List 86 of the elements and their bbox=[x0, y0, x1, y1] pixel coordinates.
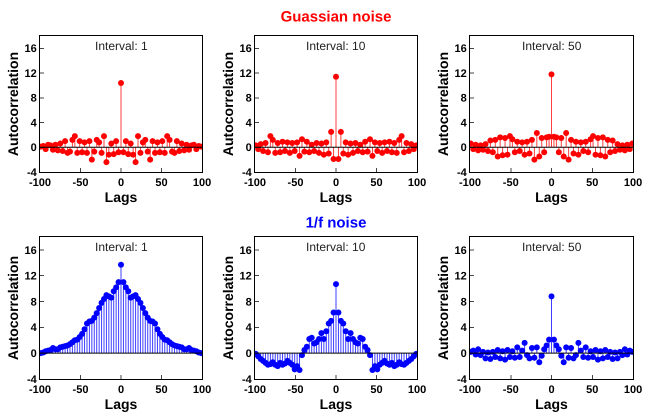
annotation: Interval: 1 bbox=[95, 240, 148, 254]
y-tick-label: 0 bbox=[30, 142, 37, 154]
y-tick-label: 12 bbox=[240, 270, 252, 283]
y-tick-label: -4 bbox=[242, 166, 253, 179]
x-tick-label: 100 bbox=[624, 177, 642, 190]
y-tick-label: 16 bbox=[454, 244, 467, 257]
y-tick-label: 8 bbox=[30, 296, 37, 308]
x-axis-title: Lags bbox=[535, 189, 568, 206]
x-tick-label: -100 bbox=[28, 384, 52, 396]
y-tick-label: -4 bbox=[457, 374, 468, 386]
chart-title: Guassian noise bbox=[280, 8, 392, 26]
y-tick-label: 8 bbox=[246, 92, 252, 105]
x-tick-label: 0 bbox=[118, 384, 124, 396]
x-tick-label: 0 bbox=[548, 177, 555, 190]
y-tick-label: 12 bbox=[24, 68, 37, 80]
y-tick-label: 12 bbox=[240, 68, 252, 80]
x-tick-label: 0 bbox=[118, 177, 124, 190]
y-tick-label: -4 bbox=[27, 374, 38, 386]
x-tick-label: -100 bbox=[458, 177, 482, 190]
y-tick-label: 4 bbox=[460, 322, 468, 334]
x-tick-label: 50 bbox=[370, 384, 383, 396]
y-axis-title: Autocorrelation bbox=[5, 256, 22, 360]
y-tick-label: 0 bbox=[30, 348, 37, 360]
x-tick-label: 50 bbox=[586, 384, 598, 396]
annotation: Interval: 50 bbox=[522, 240, 582, 254]
y-tick-label: 8 bbox=[30, 92, 37, 105]
x-tick-label: 100 bbox=[624, 384, 642, 396]
y-tick-label: -4 bbox=[457, 166, 468, 179]
x-tick-label: -100 bbox=[244, 384, 266, 396]
x-tick-label: 100 bbox=[192, 384, 212, 396]
y-axis-title: Autocorrelation bbox=[220, 256, 236, 360]
x-tick-label: 0 bbox=[332, 177, 340, 190]
x-axis-title: Lags bbox=[104, 189, 138, 206]
y-tick-label: 16 bbox=[240, 244, 252, 257]
y-tick-label: 8 bbox=[246, 296, 252, 308]
x-tick-label: -100 bbox=[28, 177, 52, 190]
chart-title: 1/f noise bbox=[306, 214, 366, 232]
x-tick-label: 0 bbox=[548, 384, 555, 396]
y-tick-label: 0 bbox=[246, 348, 252, 360]
annotation: Interval: 1 bbox=[95, 39, 148, 53]
y-tick-label: 16 bbox=[24, 244, 37, 257]
x-tick-label: 100 bbox=[408, 177, 426, 190]
x-axis-title: Lags bbox=[535, 396, 568, 412]
y-tick-label: 4 bbox=[30, 322, 38, 334]
x-tick-label: 50 bbox=[370, 177, 383, 190]
y-tick-label: 0 bbox=[460, 348, 467, 360]
x-tick-label: -50 bbox=[288, 177, 304, 190]
y-tick-label: 8 bbox=[460, 296, 467, 308]
y-tick-label: 4 bbox=[460, 117, 468, 130]
y-tick-label: 16 bbox=[454, 43, 467, 56]
y-tick-label: -4 bbox=[27, 166, 38, 179]
y-tick-label: 12 bbox=[454, 270, 467, 283]
y-tick-label: 16 bbox=[240, 43, 252, 56]
x-tick-label: 50 bbox=[155, 177, 168, 190]
y-tick-label: 4 bbox=[246, 322, 253, 334]
y-tick-label: 0 bbox=[460, 142, 467, 154]
y-tick-label: -4 bbox=[242, 374, 253, 386]
x-tick-label: -50 bbox=[502, 177, 519, 190]
x-tick-label: -100 bbox=[458, 384, 482, 396]
x-tick-label: 100 bbox=[192, 177, 212, 190]
x-tick-label: 50 bbox=[586, 177, 598, 190]
x-axis-title: Lags bbox=[104, 396, 138, 412]
y-tick-label: 16 bbox=[24, 43, 37, 56]
x-tick-label: -100 bbox=[244, 177, 266, 190]
x-axis-title: Lags bbox=[320, 189, 353, 206]
x-tick-label: -50 bbox=[288, 384, 304, 396]
y-axis-title: Autocorrelation bbox=[435, 256, 452, 360]
annotation: Interval: 10 bbox=[306, 240, 366, 254]
annotation: Interval: 50 bbox=[522, 39, 582, 53]
y-axis-title: Autocorrelation bbox=[5, 52, 22, 156]
x-tick-label: 100 bbox=[408, 384, 426, 396]
y-tick-label: 4 bbox=[30, 117, 38, 130]
y-axis-title: Autocorrelation bbox=[435, 52, 452, 156]
y-tick-label: 8 bbox=[460, 92, 467, 105]
x-tick-label: -50 bbox=[502, 384, 519, 396]
x-tick-label: -50 bbox=[72, 384, 88, 396]
x-tick-label: -50 bbox=[72, 177, 88, 190]
annotation: Interval: 10 bbox=[306, 39, 366, 53]
y-tick-label: 0 bbox=[246, 142, 252, 154]
x-tick-label: 50 bbox=[155, 384, 168, 396]
y-tick-label: 12 bbox=[24, 270, 37, 283]
x-tick-label: 0 bbox=[332, 384, 340, 396]
y-axis-title: Autocorrelation bbox=[220, 52, 236, 156]
y-tick-label: 4 bbox=[246, 117, 253, 130]
y-tick-label: 12 bbox=[454, 68, 467, 80]
x-axis-title: Lags bbox=[320, 396, 353, 412]
